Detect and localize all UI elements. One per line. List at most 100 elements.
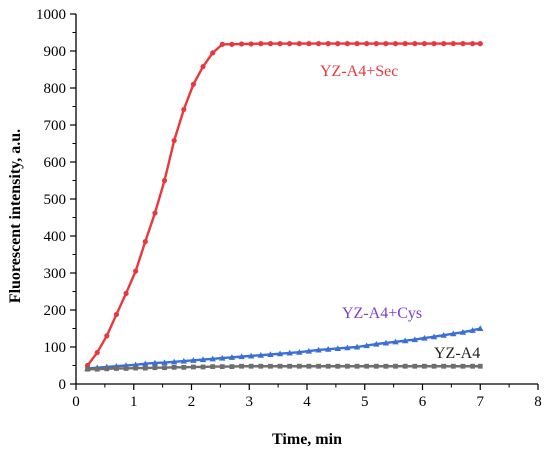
- y-axis-title: Fluorescent intensity, a.u.: [7, 129, 24, 303]
- data-point: [133, 268, 139, 274]
- y-tick-label: 800: [44, 81, 67, 97]
- data-point: [412, 41, 418, 47]
- data-point: [325, 41, 331, 47]
- data-point: [210, 50, 216, 56]
- data-point: [450, 41, 456, 47]
- y-tick-label: 100: [44, 340, 67, 356]
- data-point: [199, 356, 207, 363]
- data-point: [306, 41, 312, 47]
- data-point: [257, 351, 264, 358]
- data-point: [277, 41, 283, 47]
- data-point: [411, 336, 419, 343]
- data-point: [459, 329, 467, 335]
- data-point: [287, 363, 293, 369]
- data-point: [142, 360, 149, 367]
- data-point: [469, 41, 476, 47]
- data-point: [277, 363, 283, 369]
- data-point: [268, 363, 273, 369]
- data-point: [450, 363, 456, 369]
- data-point: [296, 348, 303, 355]
- series-group: [84, 41, 484, 372]
- x-tick-label: 8: [534, 394, 542, 410]
- data-point: [441, 363, 447, 369]
- data-point: [180, 357, 188, 364]
- data-point: [393, 363, 398, 369]
- y-tick-label: 500: [44, 192, 67, 208]
- data-point: [440, 331, 447, 338]
- data-point: [171, 364, 177, 370]
- data-point: [477, 41, 483, 47]
- data-point: [460, 41, 466, 47]
- data-point: [248, 363, 254, 369]
- annotation-control: YZ-A4: [434, 345, 480, 362]
- data-point: [287, 41, 293, 47]
- data-point: [267, 41, 274, 47]
- data-point: [296, 41, 302, 47]
- data-point: [286, 349, 293, 356]
- series-line: [87, 327, 481, 370]
- data-point: [181, 106, 187, 113]
- data-point: [392, 338, 399, 345]
- data-point: [267, 351, 274, 357]
- data-point: [363, 342, 370, 349]
- data-point: [190, 357, 197, 363]
- data-point: [181, 364, 187, 370]
- data-point: [335, 41, 341, 47]
- x-tick-label: 4: [303, 394, 311, 410]
- data-point: [324, 346, 332, 352]
- series-0: [84, 41, 483, 369]
- data-point: [373, 41, 379, 47]
- data-point: [123, 290, 129, 296]
- data-point: [209, 355, 216, 362]
- data-point: [450, 330, 457, 337]
- data-point: [94, 349, 100, 356]
- data-point: [364, 363, 370, 369]
- annotation-sec: YZ-A4+Sec: [320, 63, 398, 80]
- data-point: [315, 346, 322, 353]
- data-point: [402, 363, 408, 369]
- y-tick-label: 0: [59, 377, 67, 393]
- data-point: [229, 41, 235, 47]
- data-point: [170, 358, 178, 365]
- x-tick-label: 1: [130, 394, 138, 410]
- data-point: [401, 337, 409, 344]
- data-point: [191, 364, 196, 370]
- annotation-cys: YZ-A4+Cys: [342, 305, 422, 322]
- data-point: [470, 363, 475, 369]
- data-point: [247, 352, 255, 359]
- data-point: [238, 41, 245, 47]
- data-point: [477, 325, 484, 332]
- data-point: [210, 364, 216, 370]
- data-point: [335, 363, 341, 369]
- data-point: [392, 41, 399, 47]
- data-point: [123, 366, 129, 371]
- data-point: [258, 363, 264, 369]
- x-tick-label: 5: [361, 394, 369, 410]
- data-point: [114, 366, 119, 371]
- data-point: [354, 41, 360, 47]
- data-point: [219, 364, 225, 370]
- data-point: [85, 366, 90, 372]
- data-point: [219, 41, 225, 47]
- data-point: [142, 365, 148, 371]
- data-point: [104, 333, 110, 339]
- x-tick-label: 2: [188, 394, 196, 410]
- x-axis-title: Time, min: [272, 431, 342, 448]
- data-point: [113, 311, 120, 318]
- data-point: [104, 366, 110, 372]
- data-point: [305, 347, 313, 354]
- data-point: [373, 340, 380, 347]
- ticks: 0 1 2 3 4 5 6 7 8 0 100 200 300 400 500 600 700 800 900 100…: [36, 7, 542, 410]
- data-point: [152, 365, 158, 371]
- series-labels: YZ-A4+Sec YZ-A4+Cys YZ-A4: [320, 63, 480, 362]
- data-point: [296, 363, 302, 369]
- data-point: [383, 363, 389, 369]
- series-2: [85, 363, 483, 372]
- x-tick-label: 0: [72, 394, 80, 410]
- data-point: [412, 363, 418, 369]
- x-tick-label: 6: [419, 394, 427, 410]
- data-point: [364, 41, 370, 47]
- x-tick-label: 3: [246, 394, 254, 410]
- data-point: [239, 363, 244, 369]
